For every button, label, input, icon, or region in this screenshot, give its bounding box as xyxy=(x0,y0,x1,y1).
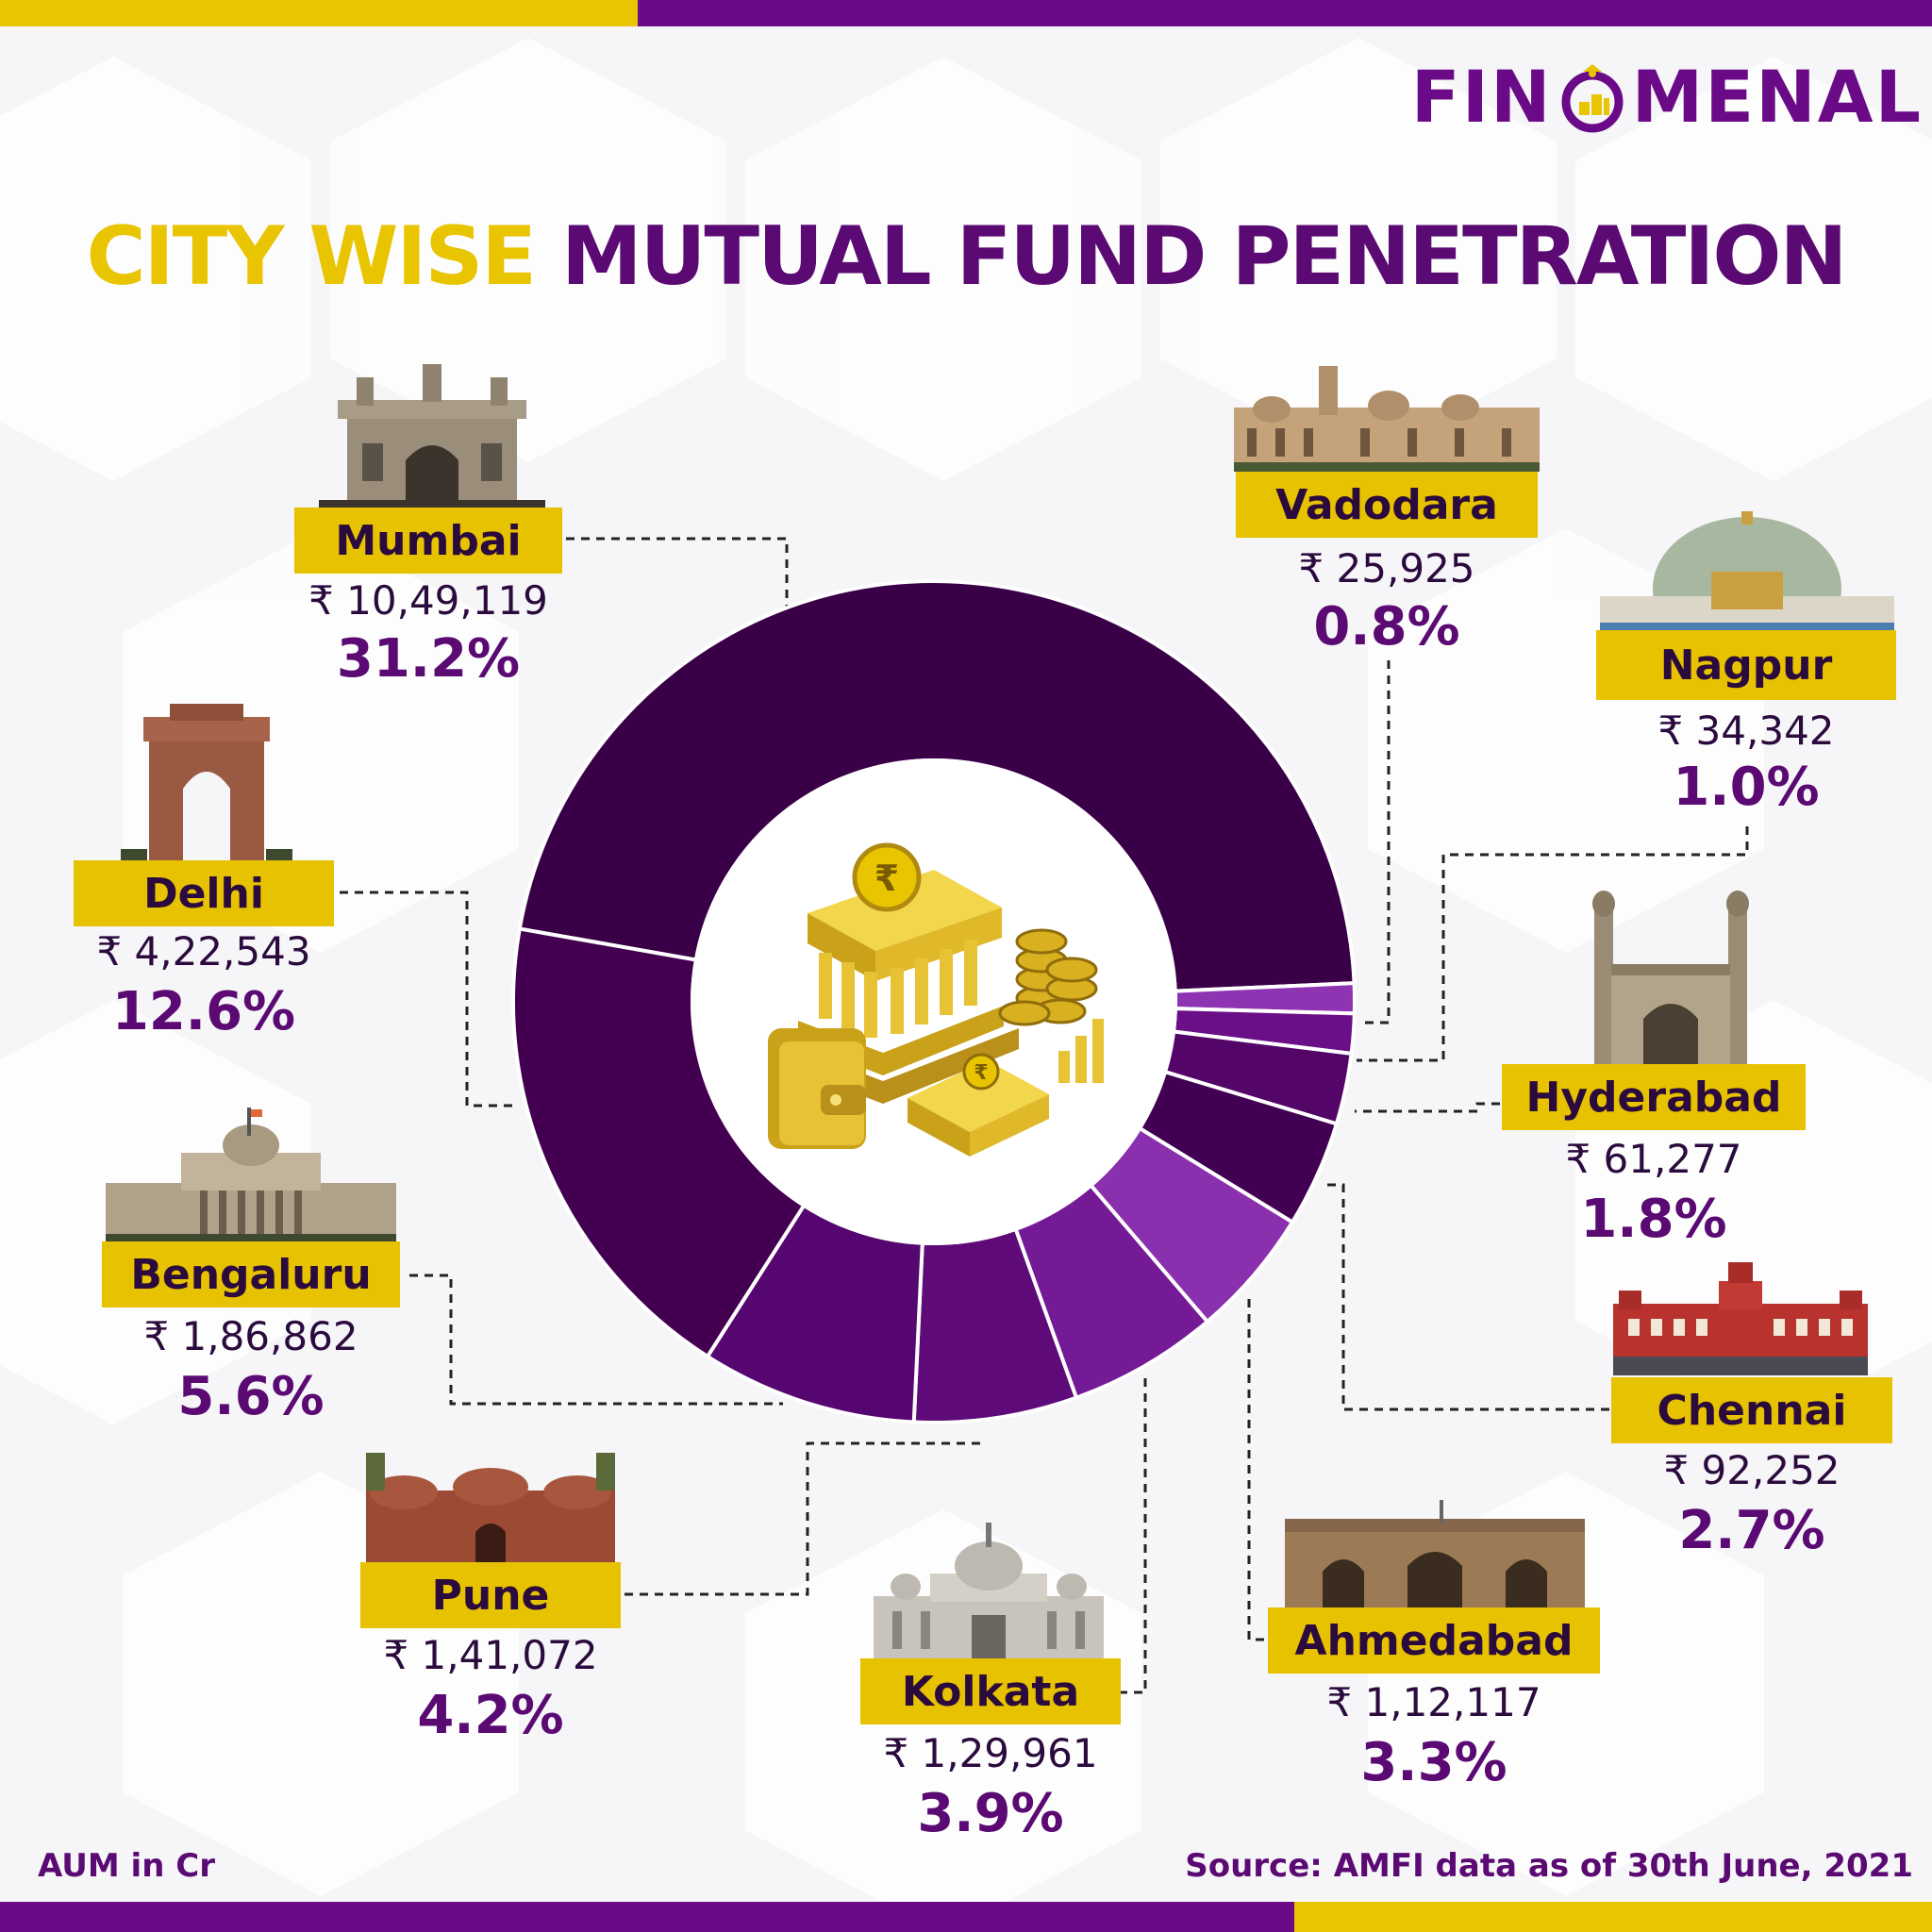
city-pct-chennai: 2.7% xyxy=(1678,1500,1825,1561)
laxmi-vilas-palace-icon xyxy=(1234,366,1540,472)
brand-logo: FIN MENAL xyxy=(1411,55,1923,139)
jama-masjid-icon xyxy=(1285,1500,1585,1609)
city-pct-mumbai: 31.2% xyxy=(336,628,521,690)
city-aum-delhi: ₹ 4,22,543 xyxy=(96,928,311,974)
svg-text:₹: ₹ xyxy=(874,858,899,899)
city-pct-ahmedabad: 3.3% xyxy=(1360,1732,1507,1793)
svg-text:₹: ₹ xyxy=(974,1061,988,1085)
bank-coins-illustration: ₹ ₹ xyxy=(768,842,1104,1157)
city-pct-bengaluru: 5.6% xyxy=(177,1366,325,1427)
city-label-chennai: Chennai xyxy=(1611,1377,1892,1443)
city-pct-kolkata: 3.9% xyxy=(917,1783,1064,1844)
bottom-accent-bar-yellow xyxy=(1294,1902,1932,1932)
city-aum-bengaluru: ₹ 1,86,862 xyxy=(143,1313,358,1359)
top-accent-bar-yellow xyxy=(0,0,638,26)
source-note: Source: AMFI data as of 30th June, 2021 xyxy=(1185,1847,1913,1885)
donut-slices xyxy=(511,579,1357,1424)
city-label-nagpur: Nagpur xyxy=(1596,630,1896,700)
city-aum-mumbai: ₹ 10,49,119 xyxy=(308,577,548,624)
city-aum-chennai: ₹ 92,252 xyxy=(1663,1447,1840,1493)
city-pct-vadodara: 0.8% xyxy=(1313,596,1460,658)
wallet-icon xyxy=(768,1028,866,1149)
leader-line-mumbai xyxy=(566,537,789,613)
city-label-hyderabad: Hyderabad xyxy=(1502,1064,1806,1130)
leader-lines xyxy=(340,537,1749,1694)
city-pct-hyderabad: 1.8% xyxy=(1580,1189,1727,1250)
title-part-purple: MUTUAL FUND PENETRATION xyxy=(561,209,1847,304)
city-label-delhi: Delhi xyxy=(74,860,334,926)
leader-line-hyderabad xyxy=(1355,1102,1500,1113)
leader-line-nagpur xyxy=(1357,826,1749,1062)
gateway-of-india-icon xyxy=(319,364,545,508)
donut-hole xyxy=(691,758,1177,1245)
city-label-kolkata: Kolkata xyxy=(860,1658,1121,1724)
victoria-memorial-icon xyxy=(874,1523,1104,1658)
page-title: CITY WISE MUTUAL FUND PENETRATION xyxy=(0,209,1932,304)
city-label-ahmedabad: Ahmedabad xyxy=(1268,1607,1600,1674)
city-pct-nagpur: 1.0% xyxy=(1673,757,1820,818)
leader-line-chennai xyxy=(1321,1183,1609,1411)
chennai-central-icon xyxy=(1613,1262,1868,1375)
deekshabhoomi-icon xyxy=(1600,511,1894,636)
title-part-yellow: CITY WISE xyxy=(86,209,538,304)
city-label-mumbai: Mumbai xyxy=(294,508,562,574)
city-aum-vadodara: ₹ 25,925 xyxy=(1298,545,1475,591)
brand-name-left: FIN xyxy=(1410,54,1553,139)
city-aum-kolkata: ₹ 1,29,961 xyxy=(883,1730,1098,1776)
brand-name-right: MENAL xyxy=(1631,54,1923,139)
cash-stack-icon: ₹ xyxy=(908,1053,1049,1157)
top-accent-bar-purple xyxy=(638,0,1932,26)
charminar-icon xyxy=(1592,891,1749,1066)
city-pct-delhi: 12.6% xyxy=(111,981,296,1042)
money-bag-icon xyxy=(1561,64,1624,133)
city-aum-ahmedabad: ₹ 1,12,117 xyxy=(1326,1679,1541,1725)
city-label-bengaluru: Bengaluru xyxy=(102,1241,400,1307)
bar-chart-icon xyxy=(1058,1019,1104,1083)
city-aum-pune: ₹ 1,41,072 xyxy=(383,1632,598,1678)
city-label-vadodara: Vadodara xyxy=(1236,472,1538,538)
leader-line-ahmedabad xyxy=(1247,1292,1264,1641)
leader-line-pune xyxy=(625,1441,981,1596)
leader-line-kolkata xyxy=(1119,1377,1147,1694)
india-gate-icon xyxy=(121,704,292,860)
vidhana-soudha-icon xyxy=(106,1108,396,1243)
city-label-pune: Pune xyxy=(360,1562,621,1628)
leader-line-vadodara xyxy=(1358,660,1391,1024)
city-aum-hyderabad: ₹ 61,277 xyxy=(1565,1136,1742,1182)
shaniwar-wada-icon xyxy=(366,1453,615,1564)
bottom-accent-bar-purple xyxy=(0,1902,1294,1932)
leader-line-bengaluru xyxy=(409,1274,783,1406)
city-pct-pune: 4.2% xyxy=(417,1685,564,1746)
unit-note: AUM in Cr xyxy=(38,1847,215,1885)
city-aum-nagpur: ₹ 34,342 xyxy=(1657,708,1835,754)
leader-line-delhi xyxy=(340,891,517,1108)
